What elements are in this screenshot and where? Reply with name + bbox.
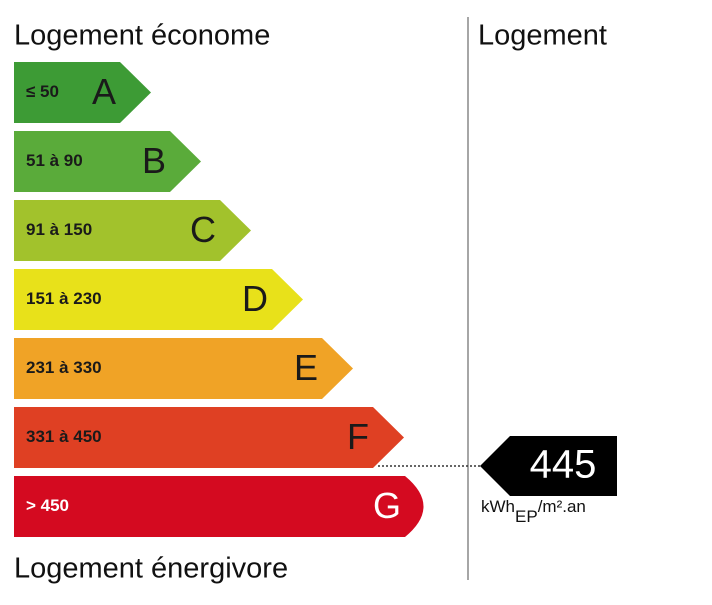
class-range: > 450 — [26, 496, 69, 515]
class-bar — [14, 338, 353, 399]
class-range: 151 à 230 — [26, 289, 102, 308]
unit: kWhEP/m².an — [481, 497, 586, 526]
class-letter: E — [294, 347, 318, 388]
unit-sub: EP — [515, 507, 538, 526]
classes: ≤ 50 A 51 à 90 B 91 à 150 C 151 à 230 D 231 à 33… — [14, 62, 424, 537]
class-range: 91 à 150 — [26, 220, 92, 239]
class-bar — [14, 131, 201, 192]
unit-main: kWh — [481, 497, 515, 516]
class-range: ≤ 50 — [26, 82, 59, 101]
class-bar — [14, 200, 251, 261]
class-range: 231 à 330 — [26, 358, 102, 377]
header-energy-intensive: Logement énergivore — [14, 553, 288, 585]
class-letter: G — [373, 485, 401, 526]
header-economical: Logement économe — [14, 20, 270, 52]
class-letter: C — [190, 209, 216, 250]
class-letter: F — [347, 416, 369, 457]
header-dwelling: Logement — [478, 20, 607, 52]
unit-rest: /m².an — [538, 497, 586, 516]
class-bar — [14, 407, 404, 468]
class-letter: D — [242, 278, 268, 319]
class-letter: B — [142, 140, 166, 181]
class-letter: A — [92, 71, 116, 112]
consumption-value: 445 — [530, 443, 597, 487]
class-range: 331 à 450 — [26, 427, 102, 446]
class-bar — [14, 62, 151, 123]
class-bar — [14, 269, 303, 330]
class-bar — [14, 476, 424, 537]
class-range: 51 à 90 — [26, 151, 83, 170]
value-arrow — [480, 436, 617, 496]
